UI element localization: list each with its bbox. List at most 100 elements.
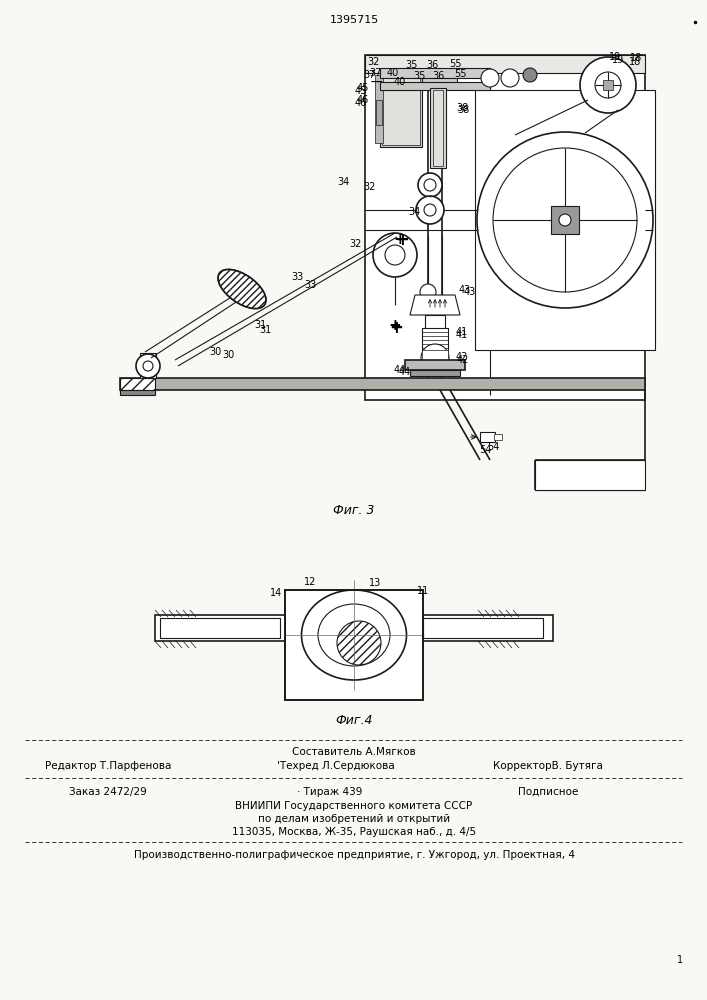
Text: 54: 54 [479, 445, 491, 455]
Circle shape [523, 68, 537, 82]
Ellipse shape [218, 269, 266, 309]
Bar [422, 350, 448, 365]
Circle shape [424, 204, 436, 216]
Bar [423, 615, 553, 641]
Circle shape [337, 621, 381, 665]
Circle shape [420, 284, 436, 300]
Text: 45: 45 [357, 83, 369, 93]
Text: 35: 35 [406, 60, 418, 70]
Bar [160, 618, 280, 638]
Circle shape [421, 344, 449, 372]
Text: +: + [389, 319, 403, 337]
Bar [382, 74, 420, 145]
Bar [480, 432, 495, 442]
Bar [422, 328, 448, 356]
Bar [365, 55, 645, 73]
Bar [405, 360, 465, 370]
Text: 45: 45 [355, 86, 367, 96]
Text: 11: 11 [417, 586, 429, 596]
Circle shape [580, 57, 636, 113]
Text: · Тираж 439: · Тираж 439 [298, 787, 363, 797]
Bar [494, 434, 502, 440]
Text: 19: 19 [612, 55, 624, 65]
Ellipse shape [301, 590, 407, 680]
Text: 42: 42 [456, 352, 468, 362]
Text: +: + [395, 231, 409, 249]
Text: 1: 1 [677, 955, 683, 965]
Text: Производственно-полиграфическое предприятие, г. Ужгород, ул. Проектная, 4: Производственно-полиграфическое предприя… [134, 850, 575, 860]
Bar [410, 370, 460, 376]
Text: 41: 41 [456, 330, 468, 340]
Text: Фиг. 3: Фиг. 3 [333, 504, 375, 516]
Circle shape [559, 214, 571, 226]
Bar [285, 590, 423, 700]
Bar [551, 206, 579, 234]
Text: +: + [394, 232, 407, 247]
Bar [415, 70, 457, 84]
Circle shape [481, 69, 499, 87]
Text: 113035, Москва, Ж-35, Раушская наб., д. 4/5: 113035, Москва, Ж-35, Раушская наб., д. … [232, 827, 476, 837]
Circle shape [136, 354, 160, 378]
Circle shape [501, 69, 519, 87]
Text: 46: 46 [357, 95, 369, 105]
Text: КорректорВ. Бутяга: КорректорВ. Бутяга [493, 761, 603, 771]
Text: 30: 30 [222, 350, 234, 360]
Text: 44: 44 [394, 365, 406, 375]
Text: +: + [389, 318, 402, 332]
Text: по делам изобретений и открытий: по делам изобретений и открытий [258, 814, 450, 824]
Text: Фиг.4: Фиг.4 [335, 714, 373, 726]
Text: 18: 18 [629, 57, 641, 67]
Bar [155, 615, 285, 641]
Text: 18: 18 [630, 53, 642, 63]
Ellipse shape [318, 604, 390, 666]
Bar [120, 378, 155, 390]
Text: 14: 14 [270, 588, 282, 598]
Bar [430, 88, 446, 168]
Text: 37: 37 [364, 70, 376, 80]
Text: 32: 32 [363, 182, 375, 192]
Text: 32: 32 [349, 239, 361, 249]
Circle shape [493, 148, 637, 292]
Bar [285, 590, 423, 700]
Bar [380, 72, 422, 147]
Text: −: − [373, 76, 383, 89]
Text: 12: 12 [304, 577, 316, 587]
Bar [376, 100, 382, 125]
Bar [535, 460, 645, 490]
Text: 31: 31 [254, 320, 266, 330]
Text: 35: 35 [414, 71, 426, 81]
Text: 55: 55 [449, 59, 461, 69]
Text: 40: 40 [387, 68, 399, 78]
Text: ВНИИПИ Государственного комитета СССР: ВНИИПИ Государственного комитета СССР [235, 801, 472, 811]
Polygon shape [410, 295, 460, 315]
Text: 38: 38 [457, 105, 469, 115]
Text: 36: 36 [432, 71, 444, 81]
Text: 42: 42 [457, 355, 469, 365]
Text: 54: 54 [487, 442, 499, 452]
Text: Редактор Т.Парфенова: Редактор Т.Парфенова [45, 761, 171, 771]
Text: 33: 33 [304, 280, 316, 290]
Text: 19: 19 [609, 52, 621, 62]
Text: 34: 34 [337, 177, 349, 187]
Text: Составитель А.Мягков: Составитель А.Мягков [292, 747, 416, 757]
Text: 46: 46 [355, 98, 367, 108]
Text: 40: 40 [394, 77, 406, 87]
Text: 'Техред Л.Сердюкова: 'Техред Л.Сердюкова [277, 761, 395, 771]
Circle shape [555, 210, 575, 230]
Text: 38: 38 [456, 103, 468, 113]
Text: 13: 13 [369, 578, 381, 588]
Text: 43: 43 [464, 287, 476, 297]
Circle shape [424, 179, 436, 191]
Text: 30: 30 [209, 347, 221, 357]
Circle shape [418, 173, 442, 197]
Circle shape [477, 132, 653, 308]
Text: 43: 43 [459, 285, 471, 295]
Bar [603, 80, 613, 90]
Text: 36: 36 [426, 60, 438, 70]
Text: 32: 32 [367, 57, 379, 67]
Text: 44: 44 [399, 367, 411, 377]
Circle shape [143, 361, 153, 371]
Text: 55: 55 [454, 69, 466, 79]
Text: 1395715: 1395715 [329, 15, 379, 25]
Bar [140, 353, 156, 378]
